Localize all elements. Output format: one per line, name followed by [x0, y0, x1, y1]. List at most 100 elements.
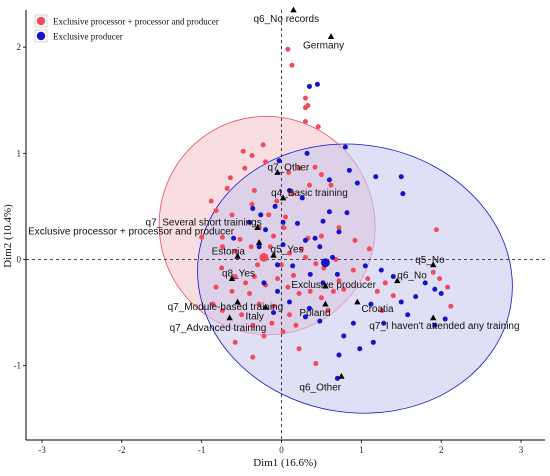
- point-series-1: [249, 201, 255, 207]
- point-series-1: [365, 276, 371, 282]
- group-centroids: [259, 252, 330, 268]
- point-series-1: [312, 164, 318, 170]
- category-marker: [430, 261, 437, 268]
- x-tick-label: -1: [198, 445, 206, 455]
- point-series-2: [294, 220, 300, 226]
- category-label: q8_Yes: [222, 269, 255, 280]
- point-series-1: [256, 301, 262, 307]
- point-series-1: [271, 303, 277, 309]
- point-series-2: [275, 262, 281, 268]
- confidence-ellipses: [158, 115, 513, 414]
- point-series-1: [318, 172, 324, 178]
- point-series-1: [437, 276, 443, 282]
- point-series-1: [267, 244, 273, 250]
- point-series-2: [438, 290, 444, 296]
- reference-lines: [26, 10, 545, 440]
- point-series-1: [285, 46, 291, 52]
- point-series-1: [390, 293, 396, 299]
- category-annotations: q6_No records Germany q7_Other q4_Basic tra…: [28, 6, 520, 393]
- point-series-1: [255, 262, 261, 268]
- category-marker: [226, 314, 233, 321]
- point-series-1: [210, 301, 216, 307]
- point-series-1: [302, 118, 308, 124]
- point-series-1: [275, 276, 281, 282]
- point-series-1: [219, 234, 225, 240]
- point-series-2: [302, 237, 308, 243]
- point-series-1: [260, 142, 266, 148]
- point-series-1: [250, 354, 256, 360]
- point-series-1: [208, 198, 214, 204]
- point-series-1: [305, 103, 311, 109]
- point-series-1: [328, 182, 334, 188]
- point-series-2: [306, 83, 312, 89]
- point-series-2: [280, 219, 286, 225]
- ellipse-2: [197, 143, 513, 414]
- point-series-1: [302, 254, 308, 260]
- point-series-2: [336, 229, 342, 235]
- point-series-2: [346, 167, 352, 173]
- point-series-1: [237, 236, 243, 242]
- point-series-1: [261, 333, 267, 339]
- point-series-2: [373, 174, 379, 180]
- point-series-1: [213, 284, 219, 290]
- x-tick-label: -3: [38, 445, 46, 455]
- point-series-2: [314, 81, 320, 87]
- category-marker: [394, 277, 401, 284]
- point-series-1: [379, 307, 385, 313]
- point-series-1: [283, 214, 288, 220]
- point-series-1: [281, 225, 287, 231]
- point-series-1: [318, 295, 324, 301]
- point-series-2: [400, 191, 406, 197]
- category-label: q6_No: [397, 271, 427, 282]
- point-series-1: [382, 280, 388, 286]
- point-series-1: [229, 212, 235, 218]
- axes-frame: [25, 10, 545, 441]
- category-label: Italy: [246, 311, 264, 322]
- category-label: q6_No records: [253, 14, 319, 25]
- point-series-2: [330, 254, 336, 260]
- point-series-1: [251, 273, 257, 279]
- point-series-1: [430, 269, 436, 275]
- point-series-2: [422, 280, 428, 286]
- category-label: q5_Yes: [271, 244, 304, 255]
- point-series-2: [357, 346, 363, 352]
- point-series-2: [326, 209, 332, 215]
- x-tick-label: 1: [359, 445, 364, 455]
- y-tick-label: 1: [17, 148, 22, 158]
- point-series-2: [350, 320, 356, 326]
- point-series-2: [261, 280, 267, 286]
- point-series-1: [219, 244, 225, 250]
- category-label: q7_Several short trainings: [146, 218, 262, 229]
- point-series-1: [232, 339, 238, 345]
- category-marker: [430, 314, 437, 321]
- point-series-1: [306, 182, 312, 188]
- point-series-2: [326, 177, 332, 183]
- point-series-1: [290, 191, 296, 197]
- point-series-1: [286, 312, 292, 318]
- category-marker: [270, 251, 277, 258]
- point-series-1: [280, 329, 286, 335]
- category-label: Estonia: [212, 246, 246, 257]
- point-series-2: [250, 206, 256, 212]
- legend: Exclusive processor + processor and prod…: [34, 14, 219, 43]
- point-series-1: [232, 248, 238, 254]
- category-label: Croatia: [361, 304, 394, 315]
- point-series-1: [286, 169, 292, 175]
- axis-ticks: -3 -2 -1 0 1 2 3 -1 0 1 2: [14, 42, 524, 455]
- x-axis-title: Dim1 (16.6%): [253, 457, 317, 469]
- category-marker: [322, 282, 329, 289]
- category-marker: [279, 194, 287, 201]
- point-series-1: [279, 262, 285, 268]
- point-series-1: [433, 227, 439, 233]
- category-marker: [290, 6, 297, 13]
- point-series-1: [213, 208, 219, 214]
- point-series-1: [242, 165, 248, 171]
- point-series-2: [304, 150, 310, 156]
- legend-marker-1: [36, 16, 46, 26]
- x-tick-label: -2: [118, 445, 126, 455]
- category-marker: [327, 33, 335, 39]
- point-series-1: [315, 124, 321, 130]
- x-tick-label: 3: [519, 445, 524, 455]
